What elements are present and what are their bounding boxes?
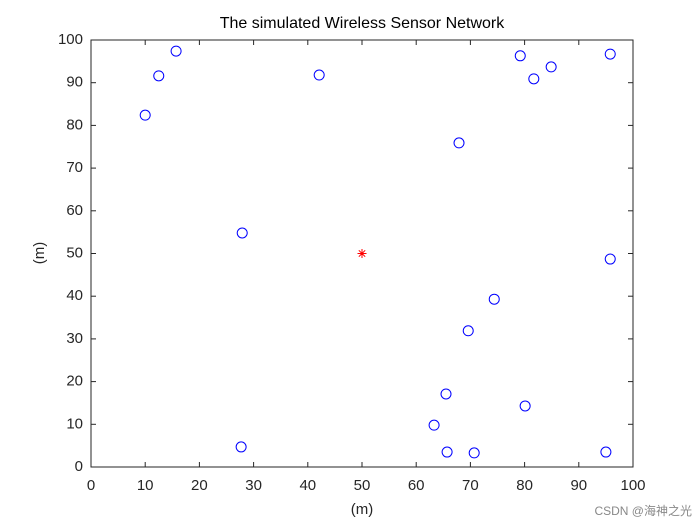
sensor-node bbox=[604, 253, 616, 265]
x-tick-label: 0 bbox=[87, 477, 95, 494]
y-tick-label: 40 bbox=[66, 287, 83, 304]
x-tick-label: 100 bbox=[620, 477, 645, 494]
sensor-node bbox=[441, 446, 453, 458]
x-tick-label: 60 bbox=[408, 477, 425, 494]
y-tick-label: 70 bbox=[66, 159, 83, 176]
sensor-node bbox=[170, 45, 182, 57]
x-tick-label: 30 bbox=[245, 477, 262, 494]
sensor-node bbox=[235, 441, 247, 453]
x-tick-label: 90 bbox=[570, 477, 587, 494]
sensor-node bbox=[236, 227, 248, 239]
y-tick-label: 30 bbox=[66, 330, 83, 347]
x-axis-label: (m) bbox=[351, 501, 374, 518]
sink-node bbox=[357, 249, 367, 258]
sensor-node bbox=[468, 447, 480, 459]
x-tick-label: 70 bbox=[462, 477, 479, 494]
sensor-node bbox=[462, 325, 474, 337]
sensor-node bbox=[528, 73, 540, 85]
sensor-node bbox=[453, 137, 465, 149]
y-tick-label: 10 bbox=[66, 415, 83, 432]
sensor-node bbox=[428, 419, 440, 431]
y-tick-label: 50 bbox=[66, 244, 83, 261]
sensor-node bbox=[604, 48, 616, 60]
sensor-node bbox=[153, 70, 165, 82]
sensor-node bbox=[514, 50, 526, 62]
x-tick-label: 80 bbox=[516, 477, 533, 494]
y-tick-label: 90 bbox=[66, 74, 83, 91]
y-axis-label: (m) bbox=[31, 242, 48, 265]
y-tick-label: 60 bbox=[66, 202, 83, 219]
y-tick-label: 20 bbox=[66, 373, 83, 390]
sensor-node bbox=[139, 109, 151, 121]
x-tick-label: 10 bbox=[137, 477, 154, 494]
y-tick-label: 100 bbox=[58, 31, 83, 48]
x-tick-label: 50 bbox=[354, 477, 371, 494]
y-tick-label: 0 bbox=[75, 458, 83, 475]
sensor-node bbox=[440, 388, 452, 400]
y-tick-label: 80 bbox=[66, 116, 83, 133]
x-tick-label: 20 bbox=[191, 477, 208, 494]
sensor-node bbox=[313, 69, 325, 81]
chart-title: The simulated Wireless Sensor Network bbox=[220, 15, 506, 32]
sensor-node bbox=[519, 400, 531, 412]
sensor-node bbox=[545, 61, 557, 73]
sensor-node bbox=[488, 293, 500, 305]
watermark: CSDN @海神之光 bbox=[594, 503, 692, 518]
sensor-node bbox=[600, 446, 612, 458]
x-tick-label: 40 bbox=[299, 477, 316, 494]
